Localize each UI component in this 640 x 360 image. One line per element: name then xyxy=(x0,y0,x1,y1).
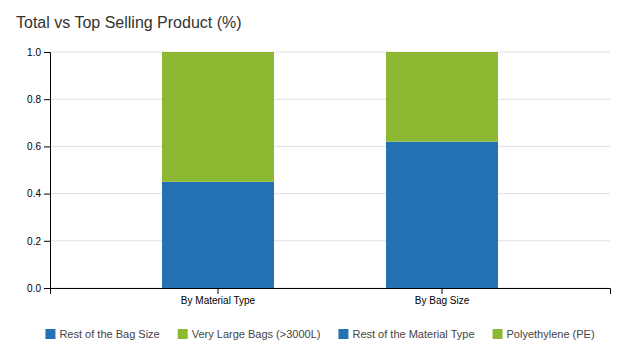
legend-item: Rest of the Bag Size xyxy=(45,328,159,340)
grid-line xyxy=(50,99,610,100)
tick-label: 0.6 xyxy=(27,141,41,152)
axis-line xyxy=(44,53,51,289)
plot: 0.0 0.2 0.4 0.6 0.8 1.0 By Material Type By Bag… xyxy=(27,47,610,306)
legend-label: Rest of the Bag Size xyxy=(59,328,159,340)
tick-label: 0.8 xyxy=(27,94,41,105)
tick-mark xyxy=(44,241,50,242)
tick-mark xyxy=(218,288,219,294)
bar-segment xyxy=(162,182,274,288)
tick: 0.0 xyxy=(27,283,50,294)
bar-segment xyxy=(386,142,498,288)
tick: 0.8 xyxy=(27,94,50,105)
legend-swatch xyxy=(338,329,348,339)
tick: 0.4 xyxy=(27,188,50,199)
tick-label: By Bag Size xyxy=(415,295,470,306)
legend-swatch xyxy=(178,329,188,339)
bar-segment xyxy=(386,52,498,142)
grid xyxy=(50,52,610,288)
grid-line xyxy=(50,193,610,194)
tick-label: By Material Type xyxy=(181,295,256,306)
title: Total vs Top Selling Product (%) xyxy=(16,14,242,31)
grid-line xyxy=(50,240,610,241)
y-axis: 0.0 0.2 0.4 0.6 0.8 1.0 xyxy=(27,47,50,294)
bars xyxy=(162,52,498,288)
tick: By Bag Size xyxy=(415,288,470,306)
legend-item: Rest of the Material Type xyxy=(338,328,474,340)
tick: 0.6 xyxy=(27,141,50,152)
legend-item: Very Large Bags (>3000L) xyxy=(178,328,321,340)
legend-label: Very Large Bags (>3000L) xyxy=(192,328,321,340)
axis-line xyxy=(51,289,611,295)
legend-swatch xyxy=(45,329,55,339)
grid-line xyxy=(50,146,610,147)
tick-mark xyxy=(44,146,50,147)
legend-item: Polyethylene (PE) xyxy=(493,328,595,340)
tick-mark xyxy=(442,288,443,294)
grid-line xyxy=(50,52,610,53)
tick-mark xyxy=(44,288,50,289)
chart: Total vs Top Selling Product (%)0.00.20.… xyxy=(0,0,640,360)
legend: Rest of the Bag Size Very Large Bags (>30… xyxy=(45,328,594,340)
tick-mark xyxy=(44,194,50,195)
tick-label: 0.0 xyxy=(27,283,41,294)
tick-label: 0.2 xyxy=(27,236,41,247)
tick-label: 0.4 xyxy=(27,188,41,199)
tick: By Material Type xyxy=(181,288,256,306)
legend-label: Polyethylene (PE) xyxy=(507,328,595,340)
tick-mark xyxy=(44,99,50,100)
tick-label: 1.0 xyxy=(27,47,41,58)
legend-swatch xyxy=(493,329,503,339)
bar-segment xyxy=(162,52,274,182)
tick-mark xyxy=(44,52,50,53)
tick: 1.0 xyxy=(27,47,50,58)
legend-label: Rest of the Material Type xyxy=(352,328,474,340)
x-axis: By Material Type By Bag Size xyxy=(51,288,611,306)
tick: 0.2 xyxy=(27,236,50,247)
